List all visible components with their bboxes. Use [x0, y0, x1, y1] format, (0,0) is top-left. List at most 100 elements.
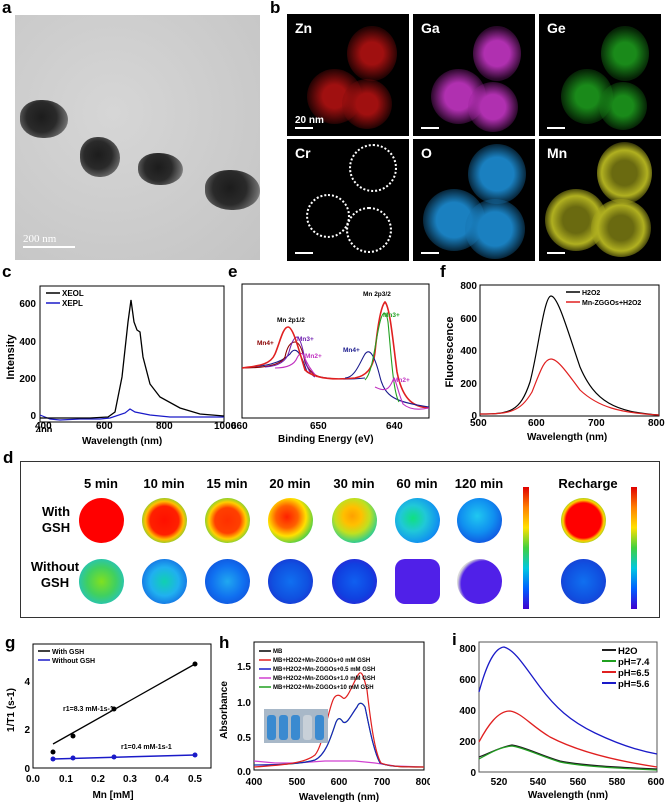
- eds-map-mn: Mn: [539, 139, 661, 261]
- xtick: 520: [491, 777, 508, 788]
- xtick: 0.4: [155, 774, 169, 785]
- xtick: 0.0: [26, 774, 40, 785]
- xtick: 640: [386, 421, 403, 432]
- legend-label: XEPL: [62, 299, 83, 308]
- luminescence-well: [142, 559, 187, 604]
- y-axis-label: Fluorescence: [444, 317, 456, 388]
- y-axis-label: Intensity: [5, 334, 17, 380]
- luminescence-well: [457, 498, 502, 543]
- x-axis-label-e: Binding Energy (eV): [278, 434, 374, 445]
- chart-c: 600 400 200 0 Intensity XEOL XEPL 400: [5, 285, 225, 432]
- time-label: 120 min: [454, 476, 504, 491]
- element-label: Zn: [295, 20, 313, 36]
- luminescence-well: [561, 559, 606, 604]
- x-axis-label: Wavelength (nm): [528, 790, 608, 801]
- ytick: 1.5: [237, 662, 251, 673]
- xtick: 0.1: [59, 774, 73, 785]
- ytick: 400: [459, 706, 476, 717]
- eds-map-cr: Cr: [287, 139, 409, 261]
- luminescence-well: [79, 498, 124, 543]
- ivis-imaging-panel: 5 min 10 min 15 min 20 min 30 min 60 min…: [20, 461, 660, 618]
- time-label: 60 min: [396, 476, 438, 491]
- xtick: 400: [36, 426, 53, 432]
- ytick: 400: [460, 346, 477, 357]
- luminescence-well: [332, 559, 377, 604]
- panel-letter-f: f: [440, 262, 446, 281]
- xtick: 800: [156, 421, 173, 432]
- eds-map-o: O: [413, 139, 535, 261]
- legend-label: H2O: [618, 646, 638, 657]
- xtick: 600: [528, 418, 545, 429]
- ytick: 4: [24, 677, 30, 688]
- ytick: 1.0: [237, 698, 251, 709]
- x-axis-label-f: Wavelength (nm): [527, 432, 608, 443]
- xtick: 400: [246, 777, 263, 788]
- scale-bar-label: 200 nm: [23, 233, 57, 245]
- annotation: Mn 2p1/2: [277, 317, 305, 324]
- colorbar: [523, 487, 529, 609]
- legend-label: pH=5.6: [618, 679, 649, 690]
- legend-label: Mn-ZGGOs+H2O2: [582, 300, 641, 307]
- y-axis-label: Absorbance: [219, 681, 230, 739]
- row-label-line: With: [41, 504, 71, 519]
- luminescence-well: [332, 498, 377, 543]
- luminescence-well: [142, 498, 187, 543]
- xtick: 650: [310, 421, 327, 432]
- annotation: Mn2+: [305, 353, 322, 360]
- annotation: Mn4+: [257, 340, 274, 347]
- annotation: Mn3+: [383, 312, 400, 319]
- xtick: 580: [609, 777, 626, 788]
- annotation: Mn4+: [343, 347, 360, 354]
- xtick: 800: [416, 777, 430, 788]
- legend-label: Without GSH: [52, 658, 95, 665]
- ytick: 0.5: [237, 733, 251, 744]
- scale-bar: [295, 127, 313, 129]
- ytick: 800: [460, 281, 477, 292]
- xtick: 560: [570, 777, 587, 788]
- xtick: 0.2: [91, 774, 105, 785]
- panel-letter-e: e: [228, 262, 238, 281]
- xtick: 600: [648, 777, 665, 788]
- chart-f: 800 600 400 200 0 Fluorescence H2O2 Mn-Z…: [444, 281, 660, 422]
- xtick: 800: [648, 418, 665, 429]
- element-label: Ge: [547, 20, 566, 36]
- nanoparticle: [205, 170, 260, 210]
- xtick: 400: [35, 421, 52, 432]
- legend-label: H2O2: [582, 290, 600, 297]
- ytick: 400: [19, 337, 36, 348]
- legend-label: MB+H2O2+Mn-ZGGOs+0 mM GSH: [273, 658, 370, 664]
- time-label: 15 min: [206, 476, 248, 491]
- chart-g: 4 2 0 0.0 0.1 0.2 0.3 0.4 0.5 Mn [mM] 1/…: [6, 643, 212, 801]
- scale-bar: [421, 127, 439, 129]
- ytick: 600: [19, 299, 36, 310]
- row-label-line: GSH: [41, 520, 71, 535]
- xtick: 660: [231, 421, 248, 432]
- legend-label: MB+H2O2+Mn-ZGGOs+10 mM GSH: [273, 685, 374, 691]
- annotation: r1=8.3 mM-1s-1: [63, 706, 114, 713]
- time-label: 30 min: [333, 476, 375, 491]
- eds-map-ga: Ga: [413, 14, 535, 136]
- panel-letter-h: h: [219, 633, 230, 652]
- annotation: Mn2+: [393, 377, 410, 384]
- legend-label: pH=6.5: [618, 668, 650, 679]
- ytick: 200: [460, 379, 477, 390]
- scale-bar: [547, 127, 565, 129]
- xtick: 0.5: [188, 774, 202, 785]
- annotation: r1=0.4 mM-1s-1: [121, 744, 172, 751]
- xtick: 0.3: [123, 774, 137, 785]
- row-label-with-gsh: With GSH: [31, 504, 81, 536]
- ytick: 0: [24, 764, 30, 775]
- annotation: Mn3+: [297, 336, 314, 343]
- xtick: 700: [588, 418, 605, 429]
- legend-label: MB: [273, 649, 283, 655]
- eds-map-ge: Ge: [539, 14, 661, 136]
- x-axis-label-c: Wavelength (nm): [82, 436, 163, 447]
- panel-letter-a: a: [2, 0, 12, 17]
- panel-letter-d: d: [3, 448, 14, 467]
- legend-label: MB+H2O2+Mn-ZGGOs+0.5 mM GSH: [273, 667, 375, 673]
- scale-bar: [295, 252, 313, 254]
- xtick: 1000: [214, 421, 237, 432]
- ytick: 0: [470, 768, 476, 779]
- xtick: 700: [374, 777, 391, 788]
- tem-image: 200 nm: [15, 15, 260, 260]
